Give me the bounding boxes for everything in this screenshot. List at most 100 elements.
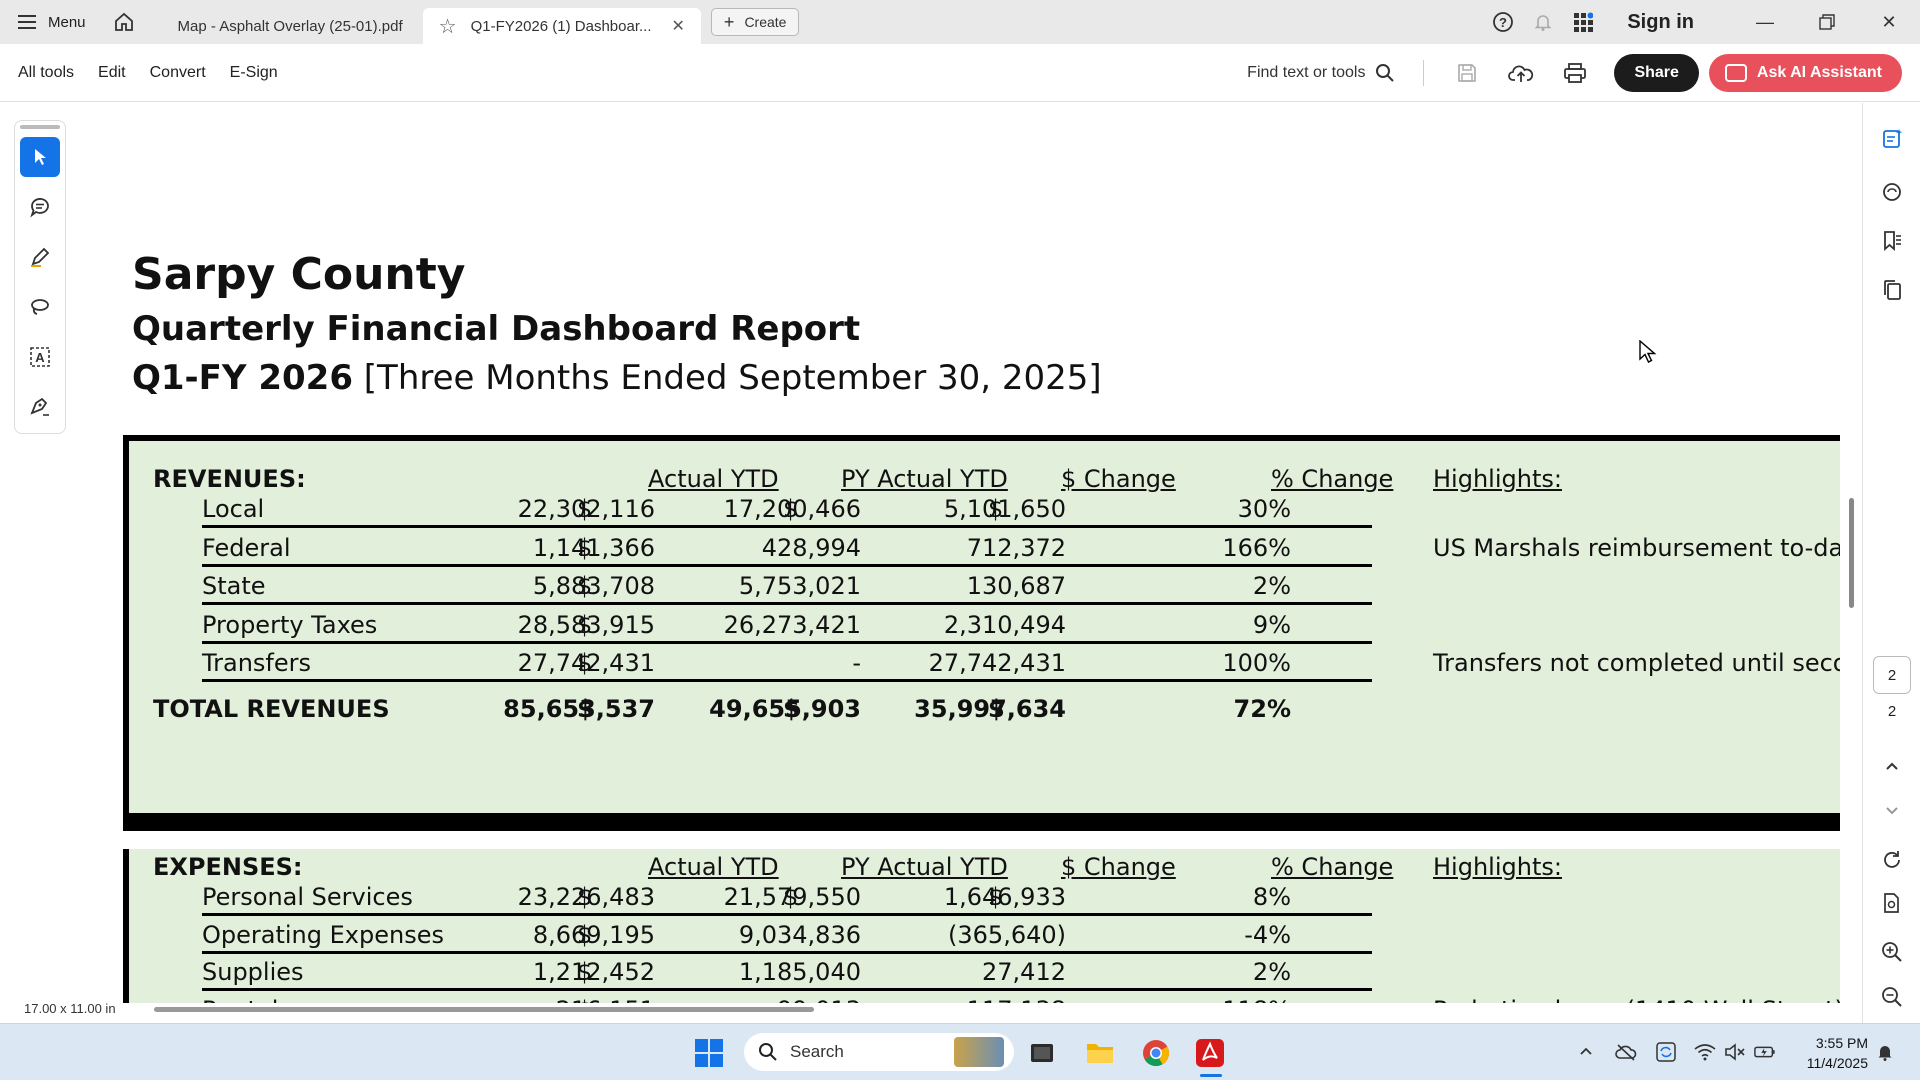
- highlighter-pen-icon: [31, 247, 50, 267]
- task-view-button[interactable]: [1022, 1034, 1062, 1072]
- document-subtitle: Quarterly Financial Dashboard Report: [132, 309, 861, 349]
- col-header-change: $ Change: [1061, 853, 1176, 881]
- tab-label: Map - Asphalt Overlay (25-01).pdf: [177, 17, 403, 35]
- find-label: Find text or tools: [1247, 64, 1366, 81]
- select-tool-button[interactable]: [20, 137, 60, 177]
- row-label: Federal: [202, 533, 291, 562]
- table-row: Personal Services $23,226,483 $21,579,550 $…: [129, 879, 1840, 916]
- help-button[interactable]: ?: [1483, 0, 1523, 44]
- previous-page-button[interactable]: [1878, 753, 1906, 781]
- close-window-button[interactable]: ✕: [1858, 0, 1920, 44]
- comments-icon: [1883, 183, 1901, 201]
- speaker-muted-icon: [1725, 1043, 1745, 1061]
- row-label: Property Taxes: [202, 610, 378, 639]
- create-button[interactable]: + Create: [710, 8, 800, 36]
- comment-icon: [30, 198, 49, 218]
- upload-cloud-button[interactable]: [1494, 53, 1548, 93]
- menu-button[interactable]: Menu: [0, 0, 104, 44]
- close-tab-icon[interactable]: ✕: [671, 18, 685, 35]
- menu-all-tools[interactable]: All tools: [18, 63, 75, 81]
- col-header-highlights: Highlights:: [1433, 465, 1562, 493]
- sign-in-link[interactable]: Sign in: [1627, 10, 1694, 33]
- ai-summary-button[interactable]: [1878, 125, 1906, 153]
- highlight-text: Transfers not completed until second qua: [1433, 649, 1840, 677]
- find-text-or-tools[interactable]: Find text or tools: [1247, 63, 1395, 83]
- menu-e-sign[interactable]: E-Sign: [229, 63, 278, 81]
- actual-ytd-value: 27,742,431: [517, 649, 655, 677]
- menu-convert[interactable]: Convert: [149, 63, 206, 81]
- scroll-thumb[interactable]: [1849, 498, 1854, 608]
- share-button[interactable]: Share: [1614, 54, 1699, 92]
- page-size-indicator: 17.00 x 11.00 in: [24, 1001, 116, 1016]
- current-page-input[interactable]: 2: [1873, 656, 1911, 694]
- onedrive-tray-button[interactable]: [1615, 1041, 1637, 1063]
- acrobat-button[interactable]: [1190, 1034, 1230, 1072]
- highlight-button[interactable]: [20, 237, 60, 277]
- revenues-header-row: REVENUES: Actual YTD PY Actual YTD $ Cha…: [129, 461, 1840, 497]
- section-label: EXPENSES:: [153, 853, 303, 881]
- search-icon: [759, 1043, 777, 1061]
- total-row: TOTAL REVENUES $85,653,537 $49,655,903 $35,…: [129, 691, 1840, 727]
- taskbar-search-box[interactable]: Search: [744, 1033, 1014, 1071]
- chrome-button[interactable]: [1136, 1034, 1176, 1072]
- page-display-button[interactable]: [1878, 889, 1906, 917]
- add-text-button[interactable]: A: [20, 337, 60, 377]
- minimize-button[interactable]: —: [1734, 0, 1796, 44]
- volume-button[interactable]: [1724, 1041, 1746, 1063]
- highlight-text: US Marshals reimbursement to-date is $4: [1433, 533, 1840, 562]
- document-viewport[interactable]: Sarpy County Quarterly Financial Dashboa…: [68, 103, 1840, 1003]
- apps-button[interactable]: [1563, 0, 1603, 44]
- vertical-scrollbar[interactable]: [1846, 103, 1860, 1003]
- system-clock[interactable]: 3:55 PM 11/4/2025: [1784, 1033, 1868, 1073]
- sync-tray-button[interactable]: [1655, 1041, 1677, 1063]
- add-comment-button[interactable]: [20, 187, 60, 227]
- create-label: Create: [744, 14, 787, 30]
- chrome-icon: [1143, 1040, 1170, 1067]
- bookmarks-panel-button[interactable]: [1878, 227, 1906, 255]
- notifications-button[interactable]: [1523, 0, 1563, 44]
- home-button[interactable]: [104, 0, 144, 44]
- draw-freehand-button[interactable]: [20, 287, 60, 327]
- dollar-change-value: 2,310,494: [943, 610, 1066, 639]
- show-hidden-icons-button[interactable]: [1575, 1041, 1597, 1063]
- start-button[interactable]: [689, 1034, 729, 1072]
- zoom-out-button[interactable]: [1878, 983, 1906, 1011]
- drag-handle[interactable]: [20, 125, 60, 129]
- acrobat-icon: [1196, 1039, 1224, 1067]
- total-underline: [547, 817, 1372, 824]
- row-label: State: [202, 572, 266, 600]
- tab-q1-dashboard[interactable]: ☆ Q1-FY2026 (1) Dashboar... ✕: [422, 8, 701, 44]
- menu-edit[interactable]: Edit: [98, 63, 126, 81]
- chevron-up-icon: [1886, 762, 1898, 770]
- table-row: Rentals $216,151 99,013 117,138 118% Probatio…: [129, 992, 1840, 1004]
- star-icon[interactable]: ☆: [438, 15, 457, 38]
- close-icon: ✕: [1881, 11, 1897, 32]
- col-header-py-actual: PY Actual YTD: [841, 853, 1008, 881]
- comments-panel-button[interactable]: [1878, 178, 1906, 206]
- row-label: Rentals: [202, 996, 291, 1004]
- cloud-off-icon: [1615, 1044, 1637, 1061]
- ask-ai-assistant-button[interactable]: Ask AI Assistant: [1708, 54, 1902, 92]
- scroll-thumb[interactable]: [154, 1007, 814, 1012]
- refresh-button[interactable]: [1878, 846, 1906, 874]
- notification-center-button[interactable]: [1874, 1041, 1896, 1063]
- percent-change-value: 166%: [1222, 533, 1291, 562]
- battery-button[interactable]: [1754, 1041, 1776, 1063]
- sign-button[interactable]: [20, 387, 60, 427]
- cloud-upload-icon: [1508, 65, 1534, 82]
- sync-icon: [1656, 1042, 1676, 1062]
- pages-panel-button[interactable]: [1878, 276, 1906, 304]
- file-explorer-button[interactable]: [1080, 1034, 1120, 1072]
- document-sparkle-icon: [1883, 129, 1903, 148]
- next-page-button[interactable]: [1878, 796, 1906, 824]
- wifi-button[interactable]: [1694, 1041, 1716, 1063]
- print-button[interactable]: [1548, 53, 1602, 93]
- restore-button[interactable]: [1796, 0, 1858, 44]
- quick-tools-rail: A: [14, 120, 66, 434]
- zoom-in-button[interactable]: [1878, 938, 1906, 966]
- horizontal-scrollbar[interactable]: [150, 1005, 1850, 1015]
- svg-text:?: ?: [1499, 15, 1507, 30]
- expenses-table: EXPENSES: Actual YTD PY Actual YTD $ Cha…: [123, 849, 1840, 1003]
- tab-map-asphalt[interactable]: Map - Asphalt Overlay (25-01).pdf: [162, 8, 419, 44]
- save-button[interactable]: [1440, 53, 1494, 93]
